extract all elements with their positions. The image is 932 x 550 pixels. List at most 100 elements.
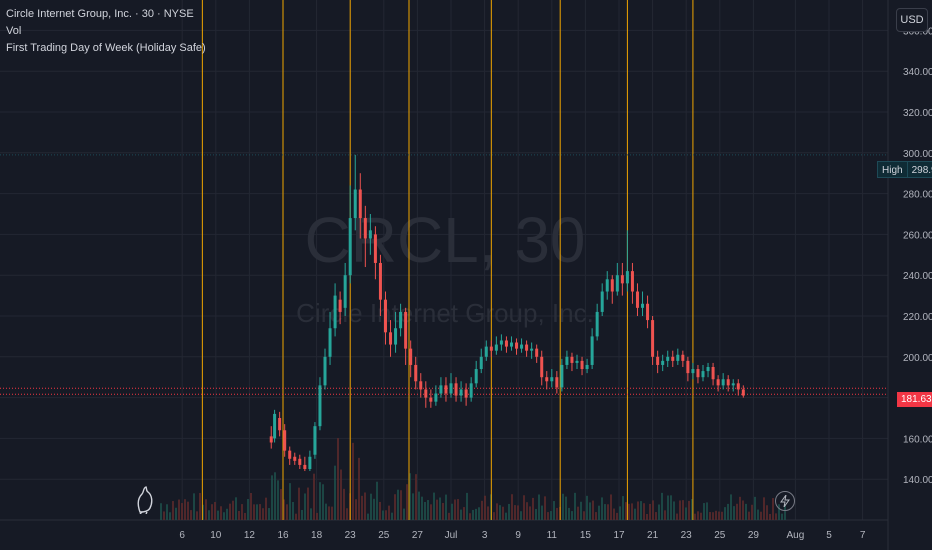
watermark-symbol: CRCL, 30 <box>305 204 586 276</box>
candle-body <box>646 303 650 321</box>
volume-bar <box>595 512 597 520</box>
volume-bar <box>523 495 525 520</box>
x-tick-label: 11 <box>547 530 558 541</box>
volume-bar <box>376 481 378 520</box>
volume-bar <box>514 505 516 520</box>
candle-body <box>348 218 352 276</box>
candle-body <box>696 369 700 378</box>
volume-bar <box>241 504 243 520</box>
volume-bar <box>598 505 600 520</box>
volume-bar <box>322 484 324 520</box>
candle-body <box>711 367 715 380</box>
x-tick-label: 3 <box>482 530 488 541</box>
volume-bar <box>466 492 468 520</box>
volume-bar <box>760 511 762 520</box>
legend-symbol-title[interactable]: Circle Internet Group, Inc. · 30 · NYSE <box>6 8 194 20</box>
volume-bar <box>529 506 531 520</box>
candle-body <box>474 369 478 384</box>
candle-body <box>479 356 483 370</box>
candle-body <box>313 426 317 455</box>
volume-bar <box>172 501 174 520</box>
candle-body <box>545 377 549 382</box>
volume-bar <box>400 490 402 520</box>
currency-button[interactable]: USD <box>896 8 928 32</box>
candle-body <box>414 364 418 382</box>
legend-indicator[interactable]: First Trading Day of Week (Holiday Safe) <box>6 42 206 54</box>
volume-bar <box>346 508 348 520</box>
volume-bar <box>460 509 462 520</box>
candle-body <box>575 360 579 363</box>
volume-bar <box>277 480 279 520</box>
volume-bar <box>421 496 423 520</box>
volume-bar <box>541 505 543 520</box>
candle-body <box>323 356 327 386</box>
volume-bar <box>235 497 237 520</box>
volume-bar <box>364 492 366 520</box>
volume-bar <box>745 503 747 520</box>
lightning-bolt-icon[interactable] <box>775 491 795 511</box>
x-tick-label: 10 <box>210 530 222 541</box>
volume-bar <box>415 474 417 520</box>
volume-bar <box>217 510 219 520</box>
candle-body <box>373 234 377 263</box>
candle-body <box>399 311 403 329</box>
candle-body <box>409 348 413 365</box>
volume-bar <box>604 504 606 520</box>
volume-bar <box>691 499 693 520</box>
candle-body <box>666 356 670 361</box>
x-tick-label: 15 <box>580 530 592 541</box>
legend-volume[interactable]: Vol <box>6 25 22 37</box>
volume-bar <box>205 499 207 520</box>
volume-bar <box>226 508 228 520</box>
volume-bar <box>499 505 501 520</box>
volume-bar <box>259 504 261 520</box>
volume-bar <box>661 492 663 520</box>
tradingview-logo-icon[interactable] <box>134 484 156 515</box>
y-tick-label: 280.00 <box>903 190 932 201</box>
volume-bar <box>232 500 234 520</box>
candle-body <box>429 397 433 402</box>
volume-bar <box>721 511 723 520</box>
volume-bar <box>265 497 267 520</box>
volume-bar <box>784 504 786 520</box>
candle-body <box>555 377 559 388</box>
x-tick-label: 23 <box>345 530 357 541</box>
volume-bar <box>520 511 522 520</box>
volume-bar <box>454 499 456 520</box>
x-tick-label: 16 <box>277 530 289 541</box>
volume-bar <box>319 482 321 520</box>
candle-body <box>484 346 488 357</box>
volume-bar <box>190 510 192 520</box>
volume-bar <box>544 496 546 520</box>
candle-body <box>535 348 539 357</box>
candle-body <box>353 189 357 219</box>
volume-bar <box>700 512 702 520</box>
candle-body <box>358 189 362 219</box>
volume-bar <box>355 499 357 520</box>
volume-bar <box>214 501 216 520</box>
x-tick-label: 25 <box>714 530 726 541</box>
candle-body <box>656 356 660 365</box>
volume-bar <box>568 507 570 520</box>
volume-bar <box>535 508 537 520</box>
x-tick-label: 25 <box>378 530 390 541</box>
volume-bar <box>472 509 474 520</box>
y-tick-label: 160.00 <box>903 434 932 445</box>
volume-bar <box>379 501 381 520</box>
volume-bar <box>607 504 609 520</box>
volume-bar <box>430 504 432 520</box>
volume-bar <box>316 512 318 520</box>
volume-bar <box>547 512 549 520</box>
y-tick-label: 300.00 <box>903 149 932 160</box>
volume-bar <box>670 495 672 520</box>
volume-bar <box>763 497 765 520</box>
candle-body <box>499 340 503 345</box>
volume-bar <box>772 498 774 520</box>
volume-bar <box>592 500 594 520</box>
volume-bar <box>220 506 222 520</box>
volume-bar <box>532 497 534 520</box>
volume-bar <box>676 513 678 520</box>
volume-bar <box>613 508 615 520</box>
volume-bar <box>352 442 354 520</box>
